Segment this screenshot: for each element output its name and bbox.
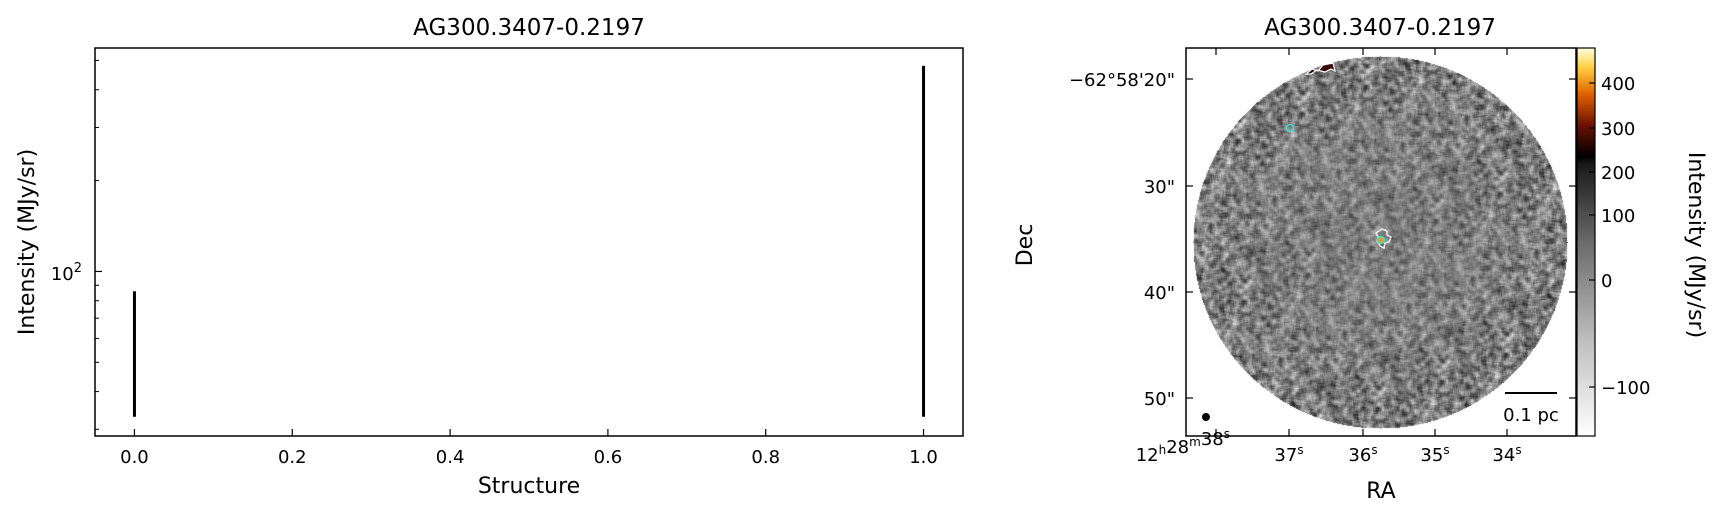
beam-ellipse: [1202, 413, 1210, 421]
colorbar-tick-label: 300: [1601, 119, 1635, 140]
right-y-axis-label: Dec: [1013, 224, 1038, 267]
x-tick-label: 0.0: [120, 447, 149, 468]
colorbar-tick-label: 0: [1601, 271, 1612, 292]
ra-tick-label: 36s: [1348, 443, 1377, 466]
left-y-tick-label-100: 102: [51, 261, 82, 285]
ra-tick-label: 37s: [1274, 443, 1303, 466]
x-tick-label: 0.4: [436, 447, 465, 468]
left-plot-frame: [94, 47, 964, 437]
contour-top: [1304, 62, 1336, 75]
source-marker-2: [1376, 235, 1386, 245]
colorbar-tick-label: 100: [1601, 206, 1635, 227]
colorbar-tick-label: 200: [1601, 163, 1635, 184]
right-x-axis-label: RA: [1366, 479, 1395, 504]
colorbar: [1576, 47, 1596, 437]
colorbar-label: Intensity (MJy/sr): [1683, 152, 1708, 338]
colorbar-tick-label: 400: [1601, 74, 1635, 95]
left-data-marks: [132, 65, 926, 417]
ra-tick-label: 35s: [1420, 443, 1449, 466]
x-tick-label: 0.6: [594, 447, 623, 468]
x-tick-label: 1.0: [909, 447, 938, 468]
x-tick-label: 0.2: [278, 447, 307, 468]
dec-tick-label: −62°58'20": [1069, 70, 1175, 91]
right-axis-ticks: −62°58'20" 30" 40" 50" 12h28m38s 37s 36s 35s 34s: [1069, 48, 1576, 466]
right-plot-frame: [1185, 47, 1577, 437]
dec-tick-label: 30": [1144, 177, 1175, 198]
dec-tick-label: 50": [1144, 389, 1175, 410]
left-chart-title: AG300.3407-0.2197: [413, 15, 645, 41]
scalebar-label: 0.1 pc: [1503, 405, 1559, 426]
colorbar-tick-label: −100: [1601, 378, 1650, 399]
map-overlays: 0.1 pc: [1202, 62, 1559, 426]
left-axis-ticks: 0.0 0.2 0.4 0.6 0.8 1.0: [95, 59, 938, 468]
x-tick-label: 0.8: [751, 447, 780, 468]
colorbar-ticks: 400 300 200 100 0 −100: [1589, 74, 1650, 399]
source-marker-1: [1285, 123, 1295, 133]
ra-tick-label: 34s: [1492, 443, 1521, 466]
dec-tick-label: 40": [1144, 283, 1175, 304]
left-y-axis-label: Intensity (MJy/sr): [15, 149, 40, 335]
ra-tick-label: 12h28m38s: [1136, 427, 1230, 466]
right-chart-title: AG300.3407-0.2197: [1264, 15, 1496, 41]
left-x-axis-label: Structure: [478, 474, 580, 499]
